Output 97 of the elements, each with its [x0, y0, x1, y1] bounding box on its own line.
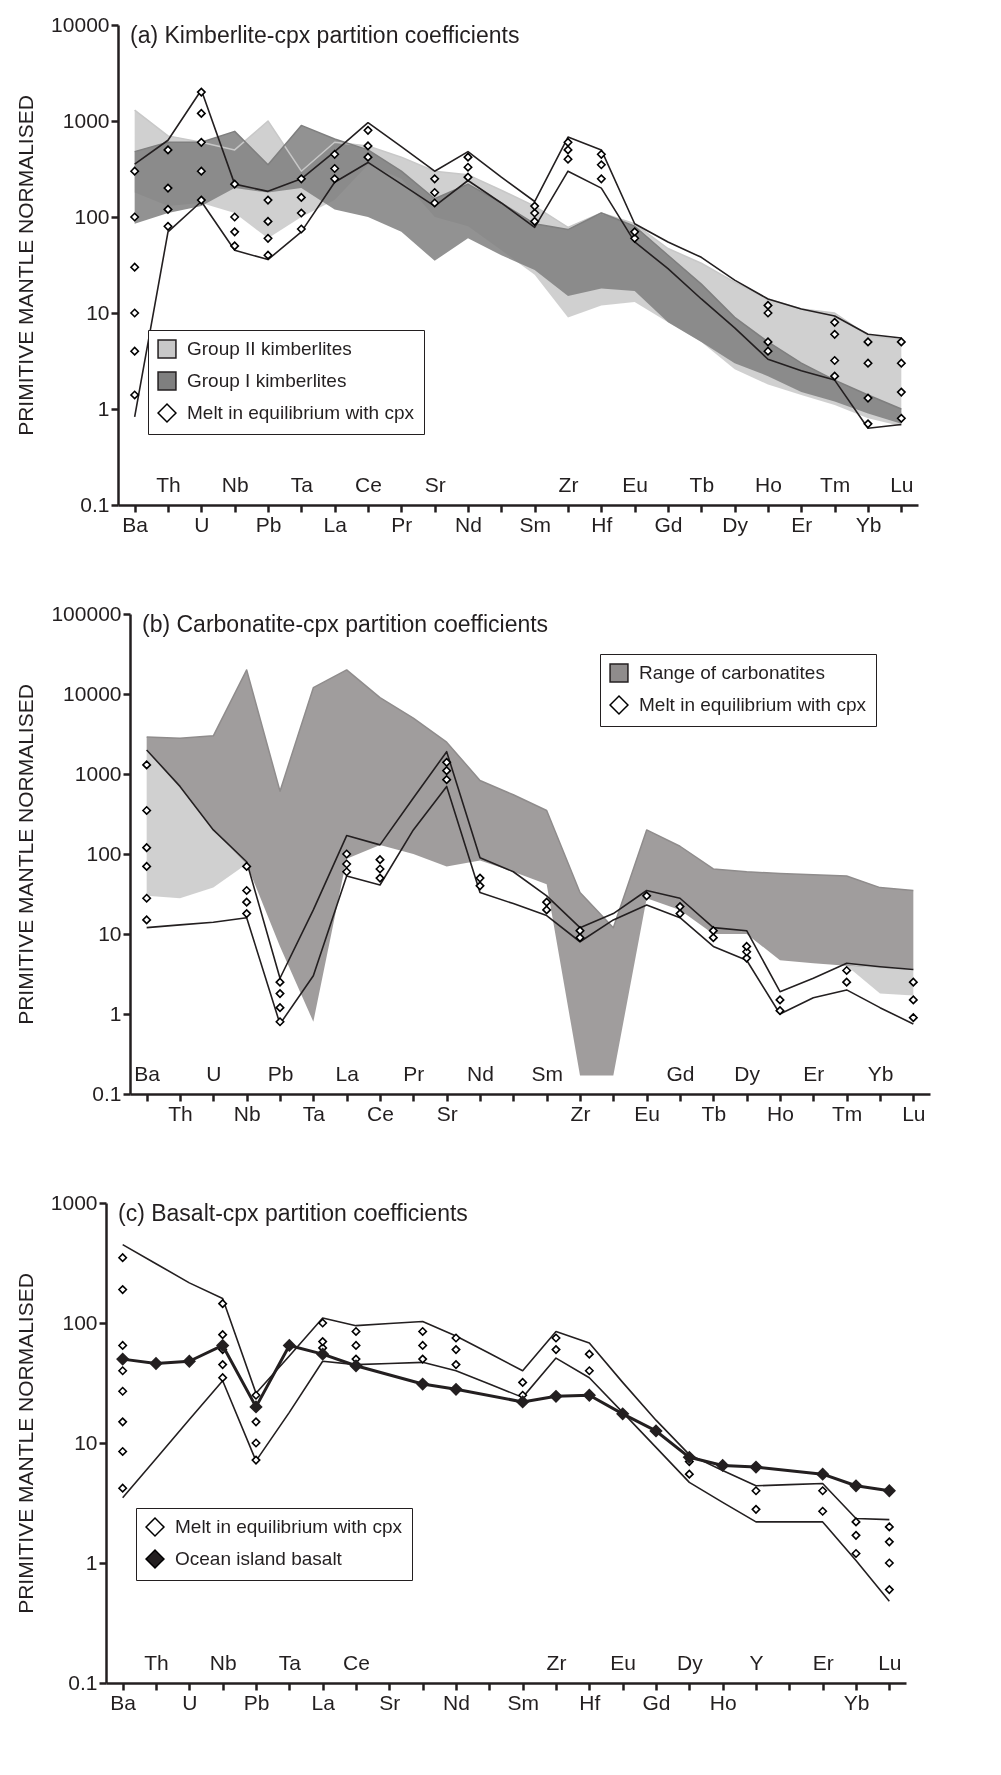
x-tick-label: Th	[168, 1101, 193, 1125]
y-tick-label: 0.1	[80, 492, 110, 516]
x-tick-label: U	[206, 1061, 222, 1085]
x-tick-label: Er	[791, 512, 813, 536]
y-axis-title: PRIMITIVE MANTLE NORMALISED	[14, 95, 38, 436]
x-tick-label: La	[335, 1061, 360, 1085]
x-tick-label: Gd	[642, 1690, 671, 1714]
x-tick-label: Pb	[243, 1690, 270, 1714]
x-tick-label: Er	[812, 1650, 834, 1674]
x-tick-label: Nd	[455, 512, 482, 536]
legend-label: Group I kimberlites	[187, 370, 347, 391]
legend-label: Melt in equilibrium with cpx	[639, 694, 867, 715]
y-tick-label: 1000	[74, 761, 122, 785]
y-tick-label: 0.1	[92, 1081, 122, 1105]
x-tick-label: Ta	[278, 1650, 302, 1674]
x-tick-label: Pb	[255, 512, 282, 536]
x-tick-label: Sr	[424, 472, 446, 496]
x-tick-label: Zr	[570, 1101, 591, 1125]
y-tick-label: 1	[97, 396, 110, 420]
legend-label: Ocean island basalt	[175, 1548, 343, 1569]
x-tick-label: Sr	[379, 1690, 401, 1714]
x-tick-label: Ho	[755, 472, 782, 496]
x-tick-label: Dy	[722, 512, 749, 536]
x-tick-label: Ta	[290, 472, 314, 496]
x-tick-label: Dy	[734, 1061, 761, 1085]
x-tick-label: La	[311, 1690, 336, 1714]
x-tick-label: Yb	[867, 1061, 894, 1085]
x-tick-label: Ta	[302, 1101, 326, 1125]
x-tick-label: Ce	[355, 472, 382, 496]
x-tick-label: Th	[156, 472, 181, 496]
x-tick-label: Er	[803, 1061, 825, 1085]
x-tick-label: Zr	[558, 472, 579, 496]
y-tick-label: 100	[86, 841, 122, 865]
x-tick-label: Lu	[878, 1650, 902, 1674]
x-tick-label: Lu	[902, 1101, 926, 1125]
y-tick-label: 1	[85, 1550, 98, 1574]
x-tick-label: Yb	[843, 1690, 870, 1714]
y-tick-label: 1000	[50, 1190, 98, 1214]
x-tick-label: Eu	[610, 1650, 637, 1674]
x-tick-label: Nd	[443, 1690, 470, 1714]
legend-label: Group II kimberlites	[187, 338, 352, 359]
x-tick-label: Th	[144, 1650, 169, 1674]
x-tick-label: Yb	[855, 512, 882, 536]
y-tick-label: 10000	[63, 681, 122, 705]
x-tick-label: Nb	[221, 472, 249, 496]
x-tick-label: Ba	[110, 1690, 137, 1714]
x-tick-label: Hf	[579, 1690, 601, 1714]
y-axis-title: PRIMITIVE MANTLE NORMALISED	[13, 1273, 37, 1614]
x-tick-label: Ba	[134, 1061, 161, 1085]
y-tick-label: 1	[109, 1001, 122, 1025]
y-tick-label: 100	[62, 1310, 98, 1334]
y-tick-label: 100000	[51, 601, 122, 625]
x-tick-label: Pb	[267, 1061, 294, 1085]
x-tick-label: U	[194, 512, 210, 536]
x-tick-label: Dy	[677, 1650, 704, 1674]
x-tick-label: Gd	[654, 512, 683, 536]
x-tick-label: Tb	[689, 472, 715, 496]
y-tick-label: 100	[74, 204, 110, 228]
y-tick-label: 10	[98, 921, 122, 945]
x-tick-label: U	[182, 1690, 198, 1714]
y-axis-title: PRIMITIVE MANTLE NORMALISED	[14, 684, 38, 1025]
y-tick-label: 0.1	[68, 1670, 98, 1694]
x-tick-label: Ce	[343, 1650, 370, 1674]
y-tick-label: 10000	[51, 12, 110, 36]
x-tick-label: Eu	[634, 1101, 661, 1125]
legend-label: Melt in equilibrium with cpx	[187, 402, 415, 423]
x-tick-label: Tm	[832, 1101, 863, 1125]
x-tick-label: Sm	[507, 1690, 539, 1714]
legend-label: Range of carbonatites	[639, 662, 825, 683]
legend-label: Melt in equilibrium with cpx	[175, 1516, 403, 1537]
x-tick-label: Tm	[820, 472, 851, 496]
x-tick-label: Ba	[122, 512, 149, 536]
x-tick-label: Nb	[233, 1101, 261, 1125]
x-tick-label: Eu	[622, 472, 649, 496]
chart-title: (c) Basalt-cpx partition coefficients	[118, 1200, 468, 1226]
x-tick-label: Gd	[666, 1061, 695, 1085]
y-tick-label: 10	[86, 300, 110, 324]
x-tick-label: Ho	[767, 1101, 794, 1125]
chart-title: (b) Carbonatite-cpx partition coefficients	[142, 611, 549, 637]
x-tick-label: Ho	[709, 1690, 737, 1714]
chart-title: (a) Kimberlite-cpx partition coefficients	[130, 22, 520, 48]
x-tick-label: Ce	[367, 1101, 394, 1125]
x-tick-label: Lu	[890, 472, 914, 496]
x-tick-label: Sm	[531, 1061, 563, 1085]
x-tick-label: Sm	[519, 512, 551, 536]
x-tick-label: Pr	[391, 512, 413, 536]
x-tick-label: Nd	[467, 1061, 494, 1085]
x-tick-label: Tb	[701, 1101, 727, 1125]
y-tick-label: 10	[74, 1430, 98, 1454]
x-tick-label: La	[323, 512, 348, 536]
x-tick-label: Zr	[546, 1650, 567, 1674]
x-tick-label: Nb	[209, 1650, 237, 1674]
x-tick-label: Pr	[403, 1061, 425, 1085]
x-tick-label: Y	[749, 1650, 764, 1674]
y-tick-label: 1000	[62, 108, 110, 132]
x-tick-label: Sr	[436, 1101, 458, 1125]
x-tick-label: Hf	[591, 512, 613, 536]
